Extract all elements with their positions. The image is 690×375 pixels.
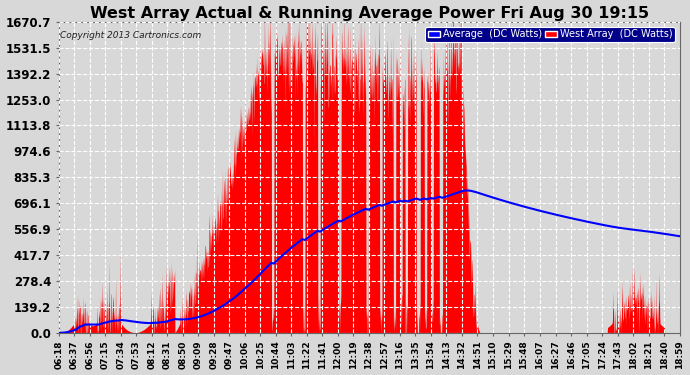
Legend: Average  (DC Watts), West Array  (DC Watts): Average (DC Watts), West Array (DC Watts… (426, 27, 675, 42)
Text: Copyright 2013 Cartronics.com: Copyright 2013 Cartronics.com (60, 31, 201, 40)
Title: West Array Actual & Running Average Power Fri Aug 30 19:15: West Array Actual & Running Average Powe… (90, 6, 649, 21)
